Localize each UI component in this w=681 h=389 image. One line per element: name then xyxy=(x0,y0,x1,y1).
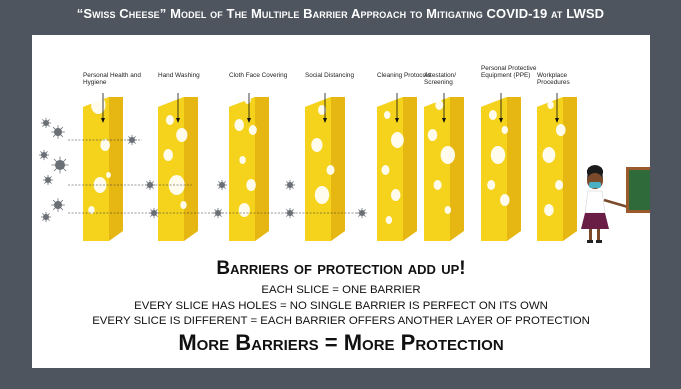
virus-icon xyxy=(212,207,224,219)
virus-icon xyxy=(148,207,160,219)
cheese-slice-2 xyxy=(158,97,198,241)
virus-icon xyxy=(284,179,296,191)
virus-icon xyxy=(51,198,65,212)
virus-icon xyxy=(38,149,50,161)
arrow-head xyxy=(442,118,446,123)
cheese-slice-5 xyxy=(377,97,417,241)
virus-icon xyxy=(216,179,228,191)
barrier-label-6: Attestation/ Screening xyxy=(424,72,456,86)
barrier-label-5: Cleaning Protocols xyxy=(377,72,431,79)
barrier-label-1: Personal Health and Hygiene xyxy=(83,72,141,86)
poster-title: “Swiss Cheese” Model of The Multiple Bar… xyxy=(76,6,605,21)
arrow-head xyxy=(395,118,399,123)
arrow-head xyxy=(555,118,559,123)
statement-line-2: EVERY SLICE HAS HOLES = NO SINGLE BARRIE… xyxy=(134,300,548,312)
cheese-slice-1 xyxy=(83,96,123,241)
chalkboard-icon xyxy=(626,167,650,213)
virus-icon xyxy=(144,179,156,191)
virus-icon xyxy=(42,174,54,186)
virus-icon xyxy=(51,156,69,174)
virus-particles xyxy=(38,117,368,223)
face-mask-icon xyxy=(589,182,601,188)
arrow-head xyxy=(176,118,180,123)
cheese-slice-7 xyxy=(481,97,521,241)
label-arrows xyxy=(101,93,559,123)
swiss-cheese-illustration xyxy=(38,93,650,243)
virus-icon xyxy=(126,134,138,146)
cheese-slice-8 xyxy=(537,97,577,241)
virus-icon xyxy=(356,207,368,219)
closing-statement: More Barriers = More Protection xyxy=(178,330,504,355)
virus-icon xyxy=(284,207,296,219)
cheese-slice-6 xyxy=(424,97,464,241)
barrier-label-3: Cloth Face Covering xyxy=(229,72,288,79)
virus-icon xyxy=(51,125,65,139)
headline: Barriers of protection add up! xyxy=(216,258,466,279)
virus-icon xyxy=(40,211,52,223)
statement-line-3: EVERY SLICE IS DIFFERENT = EACH BARRIER … xyxy=(92,315,590,327)
content-panel: Personal Health and Hygiene Hand Washing C… xyxy=(32,35,650,368)
arrow-head xyxy=(499,118,503,123)
cheese-slice-3 xyxy=(229,96,269,241)
cheese-slice-4 xyxy=(305,97,345,241)
statement-line-1: EACH SLICE = ONE BARRIER xyxy=(261,284,421,296)
cheese-slices xyxy=(83,96,577,241)
barrier-label-4: Social Distancing xyxy=(305,72,355,79)
barrier-label-7: Personal Protective Equipment (PPE) xyxy=(481,65,537,79)
barrier-label-8: Workplace Procedures xyxy=(537,72,570,86)
virus-icon xyxy=(40,117,52,129)
barrier-label-2: Hand Washing xyxy=(158,72,200,79)
arrow-head xyxy=(101,118,105,123)
arrow-head xyxy=(323,118,327,123)
arrow-head xyxy=(247,118,251,123)
